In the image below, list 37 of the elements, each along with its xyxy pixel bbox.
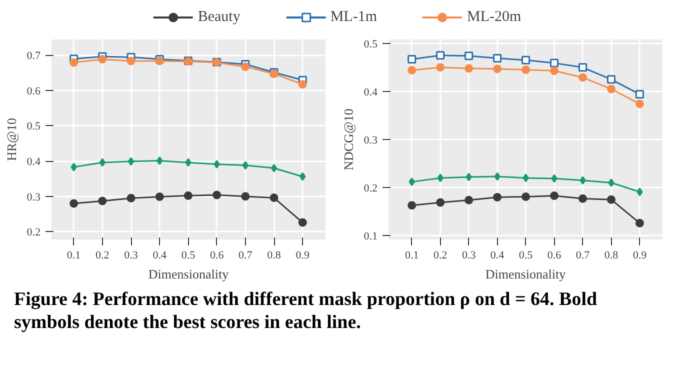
- x-tick-label: 0.3: [124, 250, 138, 262]
- x-tick-label: 0.1: [404, 250, 419, 262]
- x-tick-label: 0.4: [152, 250, 167, 262]
- y-tick-label: 0.7: [26, 50, 41, 62]
- x-tick-label: 0.6: [210, 250, 224, 262]
- x-tick-label: 0.1: [66, 250, 81, 262]
- caption: Figure 4: Performance with different mask proportion ρ on d = 64. Bold symbols denote the best scores in each line.: [14, 289, 598, 335]
- x-tick-label: 0.6: [547, 250, 562, 262]
- y-tick-label: 0.6: [26, 85, 41, 98]
- y-tick-label: 0.4: [26, 156, 41, 168]
- y-tick-label: 0.4: [364, 86, 378, 98]
- y-axis-title: NDCG@10: [340, 108, 356, 170]
- legend-label: ML-20m: [467, 8, 522, 26]
- x-tick-label: 0.5: [518, 250, 534, 262]
- x-tick-label: 0.7: [238, 250, 253, 262]
- x-tick-label: 0.2: [96, 250, 110, 262]
- x-tick-label: 0.5: [181, 250, 196, 262]
- y-axis-title: HR@10: [4, 118, 19, 162]
- x-tick-label: 0.2: [433, 250, 448, 262]
- x-tick-label: 0.7: [576, 250, 590, 262]
- y-tick-label: 0.5: [364, 38, 378, 50]
- y-tick-label: 0.3: [26, 191, 41, 204]
- x-tick-label: 0.8: [604, 250, 619, 262]
- legend-label: ML-1m: [330, 8, 377, 26]
- x-tick-label: 0.4: [490, 250, 505, 262]
- y-tick-label: 0.1: [364, 230, 378, 243]
- y-tick-label: 0.3: [364, 134, 378, 146]
- x-tick-label: 0.3: [462, 250, 476, 262]
- y-tick-label: 0.2: [26, 226, 40, 239]
- x-tick-label: 0.9: [296, 250, 310, 262]
- x-tick-label: 0.8: [267, 250, 282, 262]
- x-axis-title: Dimensionality: [148, 266, 230, 282]
- x-axis-title: Dimensionality: [485, 266, 566, 282]
- y-tick-label: 0.5: [26, 120, 41, 133]
- y-tick-label: 0.2: [364, 182, 378, 195]
- legend-label: Beauty: [198, 8, 240, 26]
- x-tick-label: 0.9: [632, 250, 648, 262]
